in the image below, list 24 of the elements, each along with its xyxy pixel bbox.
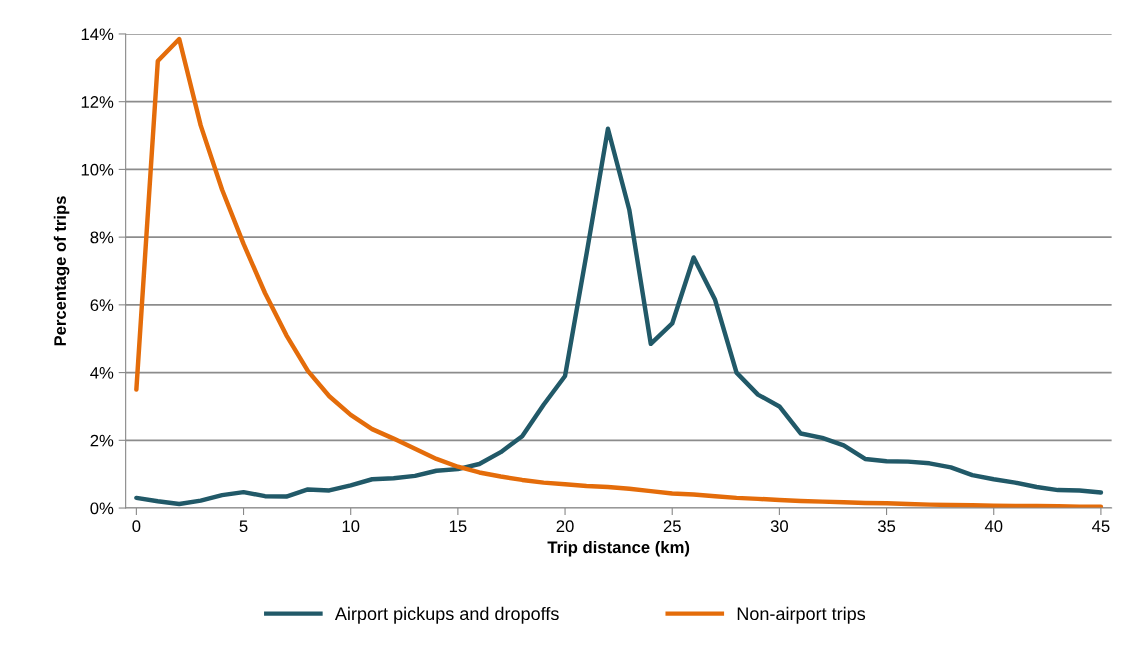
x-axis-title: Trip distance (km) (547, 540, 690, 557)
x-tick-label: 15 (449, 520, 467, 533)
y-tick-label: 4% (90, 367, 114, 379)
legend-label: Non-airport trips (737, 606, 866, 624)
legend-label: Airport pickups and dropoffs (334, 606, 559, 624)
x-tick-label: 0 (132, 520, 141, 533)
x-tick-label: 30 (770, 520, 789, 533)
line-series (134, 36, 1104, 509)
y-tick-label: 6% (90, 299, 114, 312)
x-tick-label: 45 (1092, 520, 1110, 533)
x-tick-label: 40 (984, 520, 1003, 533)
y-tick-label: 2% (90, 434, 114, 447)
y-tick-label: 10% (81, 163, 114, 176)
y-tick-label: 0% (90, 502, 114, 515)
y-axis-title: Percentage of trips (53, 196, 70, 346)
y-tick-label: 8% (90, 231, 114, 244)
x-tick-label: 5 (239, 520, 248, 533)
y-tick-label: 12% (81, 96, 114, 108)
line-series (134, 126, 1104, 507)
x-tick-label: 10 (342, 520, 360, 533)
x-tick-label: 20 (556, 520, 574, 533)
x-tick-label: 25 (663, 520, 681, 533)
y-tick-label: 14% (81, 28, 114, 41)
x-tick-label: 35 (877, 520, 896, 533)
